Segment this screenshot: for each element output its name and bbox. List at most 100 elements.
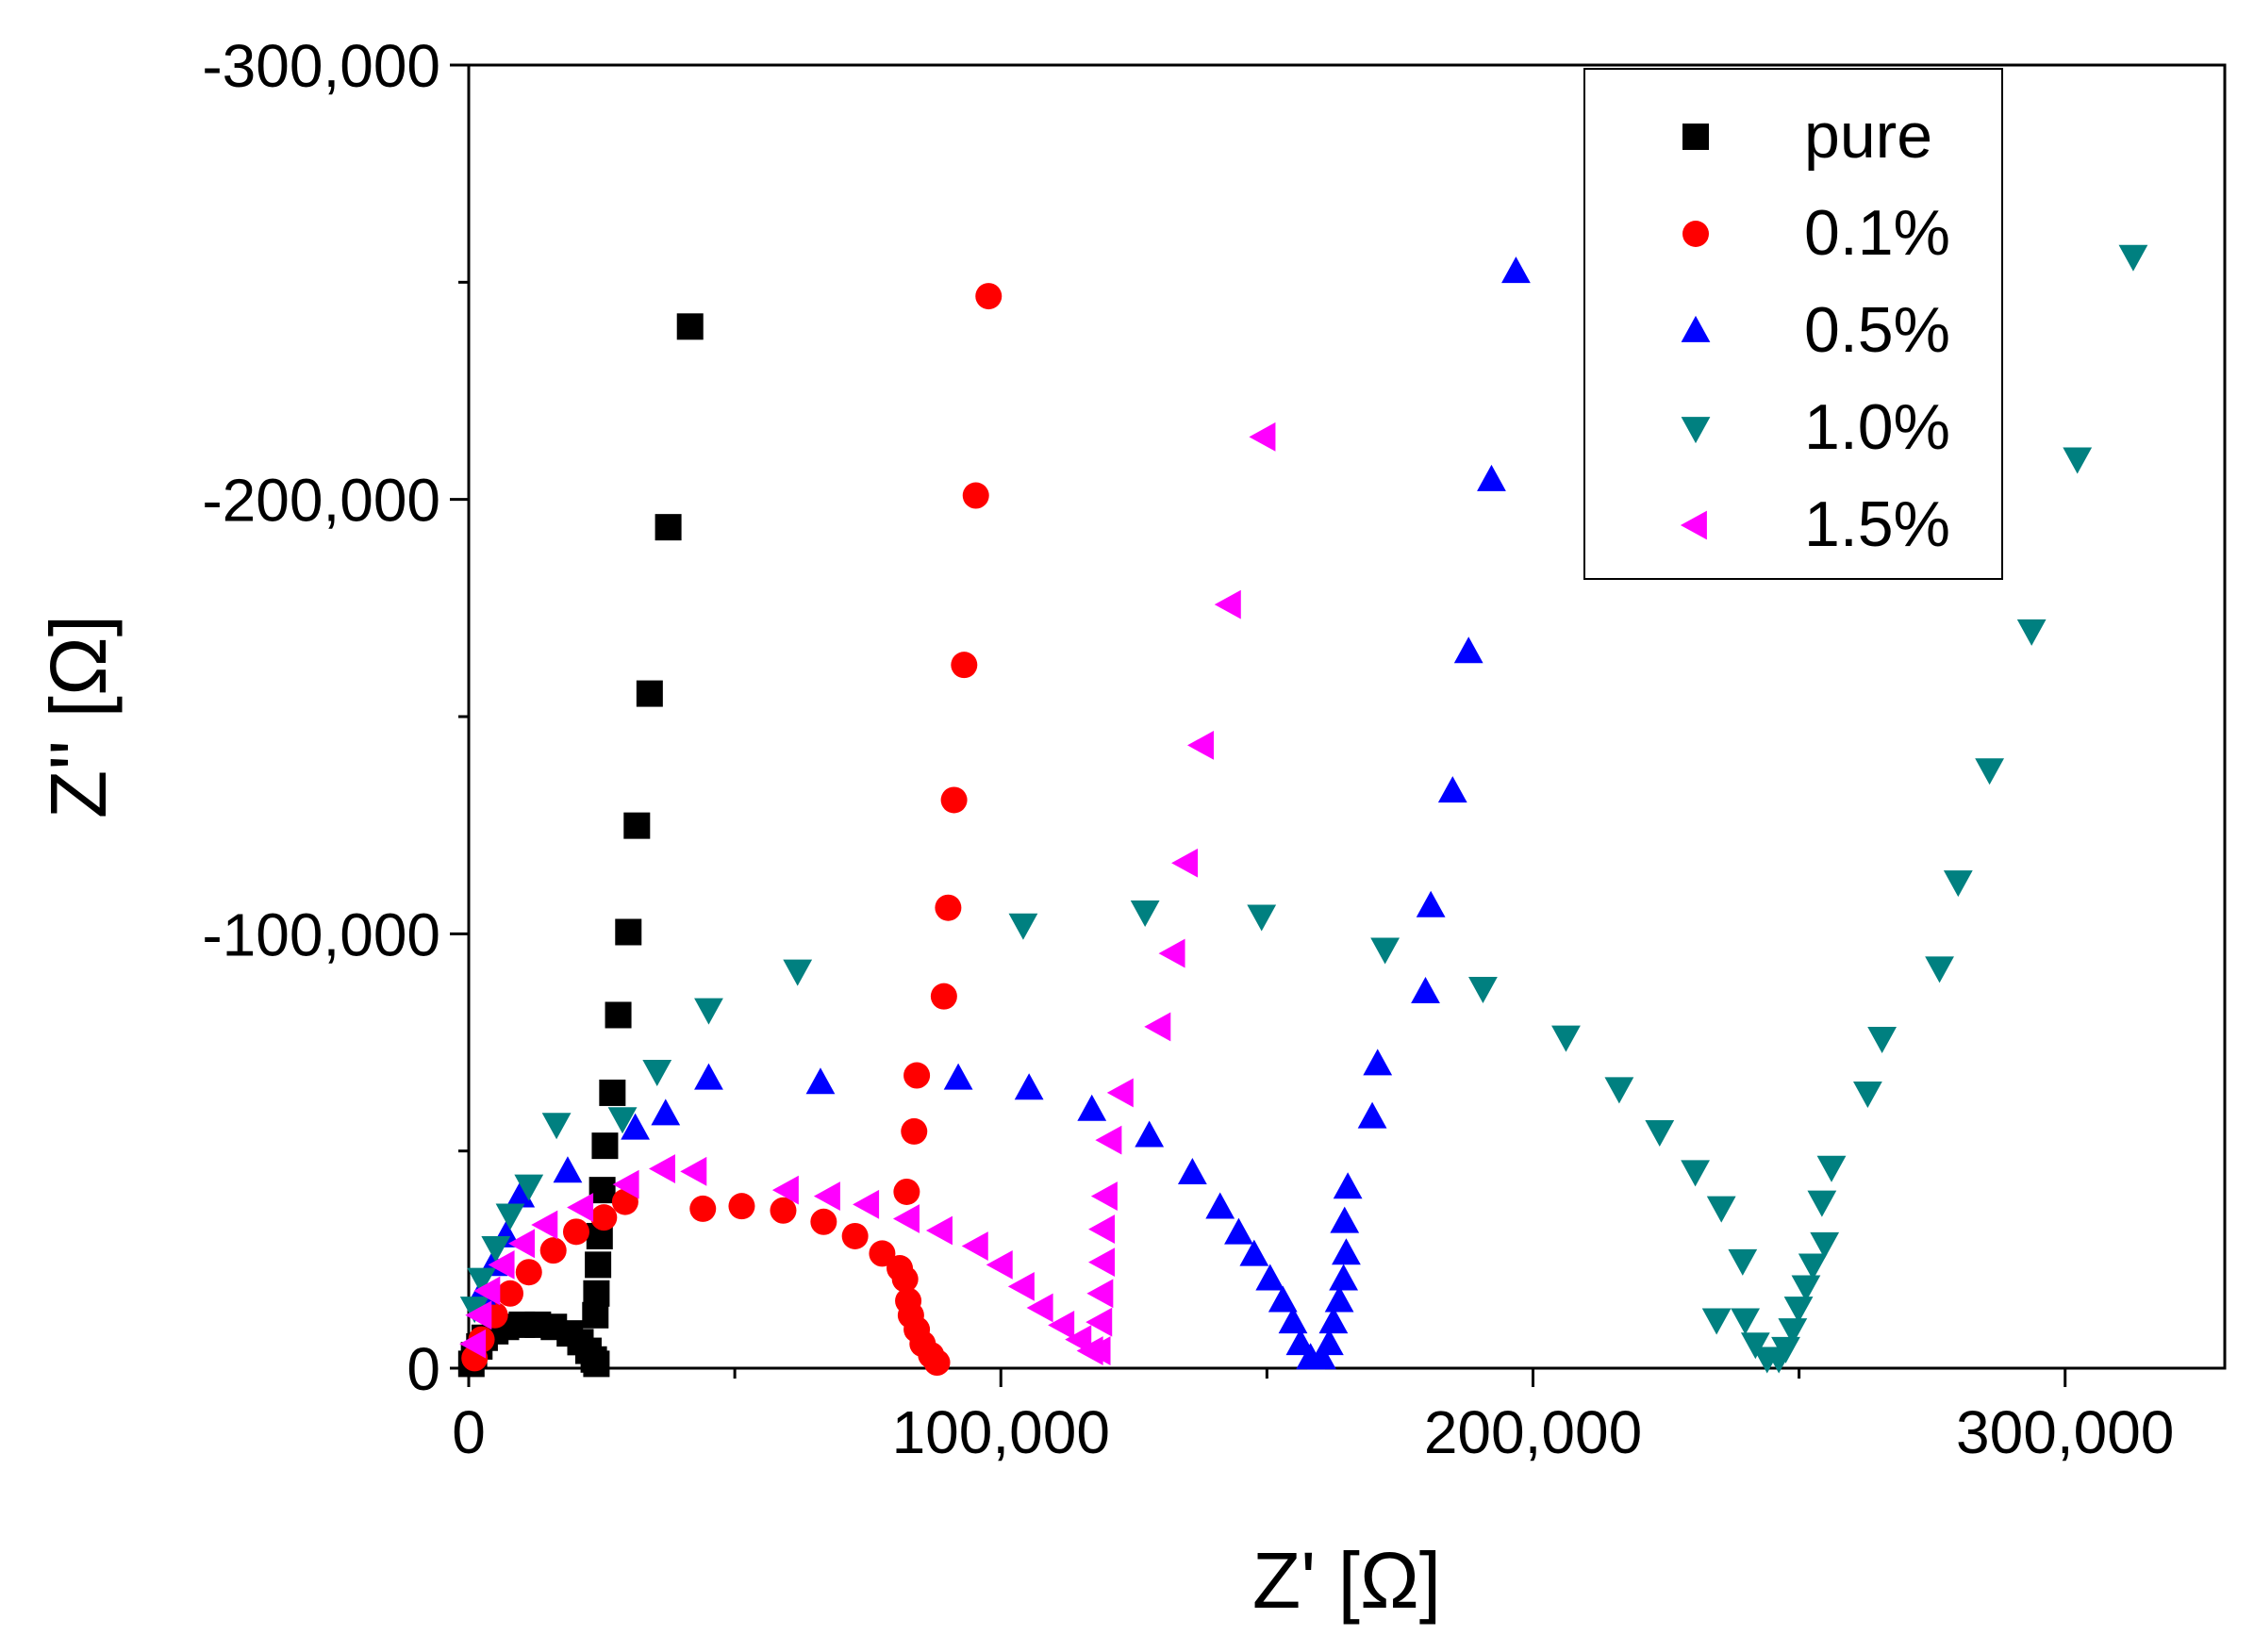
data-point xyxy=(1249,421,1276,452)
data-point xyxy=(585,1251,612,1279)
data-point xyxy=(583,1280,610,1307)
data-point xyxy=(689,1195,717,1222)
x-tick-label: 0 xyxy=(452,1398,486,1466)
series-3 xyxy=(459,244,2148,1374)
x-axis-title: Z' [Ω] xyxy=(1252,1536,1441,1625)
data-point xyxy=(655,514,682,541)
data-point xyxy=(676,313,704,340)
x-tick-label: 200,000 xyxy=(1424,1398,1642,1466)
legend-marker xyxy=(1682,124,1709,150)
data-point xyxy=(1135,1120,1165,1148)
legend: pure 0.1% 0.5% 1.0% 1.5% xyxy=(1583,68,2003,580)
data-point xyxy=(841,1222,869,1249)
data-point xyxy=(805,1067,836,1095)
data-point xyxy=(680,1156,707,1186)
x-tick-label: 100,000 xyxy=(892,1398,1110,1466)
data-point xyxy=(1318,1307,1349,1334)
data-point xyxy=(694,998,723,1025)
data-point xyxy=(1477,464,1506,491)
series-2 xyxy=(467,256,1531,1370)
legend-label: 1.0% xyxy=(1804,391,1950,463)
data-point xyxy=(1867,1026,1898,1053)
data-point xyxy=(1158,938,1185,968)
data-point xyxy=(1411,976,1440,1003)
y-axis-title: Z'' [Ω] xyxy=(34,615,123,818)
data-point xyxy=(1330,1206,1360,1233)
data-point xyxy=(2063,447,2093,474)
data-point xyxy=(590,1204,618,1231)
x-tick-label: 300,000 xyxy=(1956,1398,2174,1466)
data-point xyxy=(1501,256,1531,284)
data-point xyxy=(1007,1271,1035,1301)
data-point xyxy=(1014,1073,1044,1100)
data-point xyxy=(1370,937,1400,965)
data-point xyxy=(488,1249,515,1280)
data-point xyxy=(1333,1172,1363,1199)
data-point xyxy=(1255,1264,1285,1291)
legend-box xyxy=(1583,68,2003,580)
data-point xyxy=(612,1169,639,1199)
data-point xyxy=(459,1329,487,1359)
legend-marker xyxy=(1680,510,1707,540)
data-point xyxy=(611,1188,638,1215)
data-point xyxy=(539,1237,567,1264)
data-point xyxy=(1783,1297,1814,1324)
data-point xyxy=(623,812,651,839)
data-point xyxy=(459,1297,489,1324)
data-point xyxy=(975,283,1003,310)
data-point xyxy=(481,1236,511,1264)
data-point xyxy=(940,786,968,814)
data-point xyxy=(497,1280,524,1307)
data-point xyxy=(1186,731,1214,760)
data-point xyxy=(473,1276,501,1306)
data-point xyxy=(892,1204,920,1233)
data-point xyxy=(651,1099,681,1126)
data-point xyxy=(930,983,957,1010)
data-point xyxy=(1453,636,1483,664)
data-point xyxy=(935,894,962,921)
data-point xyxy=(1090,1181,1118,1211)
legend-marker xyxy=(1681,417,1711,444)
data-point xyxy=(567,1193,594,1222)
data-point xyxy=(951,652,978,679)
data-point xyxy=(1740,1332,1770,1360)
legend-label: 0.1% xyxy=(1804,197,1950,269)
data-point xyxy=(605,1001,632,1029)
data-point xyxy=(2118,244,2148,272)
data-point xyxy=(648,1154,675,1183)
data-point xyxy=(1778,1318,1808,1346)
data-point xyxy=(1224,1217,1253,1245)
data-point xyxy=(1095,1125,1122,1155)
data-point xyxy=(1324,1285,1354,1313)
data-point xyxy=(853,1189,880,1219)
data-point xyxy=(1205,1192,1235,1219)
data-point xyxy=(562,1218,589,1246)
series-4 xyxy=(459,421,1276,1365)
data-point xyxy=(1728,1248,1758,1276)
data-point xyxy=(1807,1190,1837,1217)
y-tick-label: -200,000 xyxy=(202,467,440,535)
data-point xyxy=(925,1215,953,1246)
data-point xyxy=(541,1113,572,1140)
data-point xyxy=(810,1208,837,1235)
y-tick-label: -100,000 xyxy=(202,900,440,968)
data-point xyxy=(607,1107,638,1134)
legend-label: pure xyxy=(1804,100,1932,172)
data-point xyxy=(901,1117,928,1145)
data-point xyxy=(728,1193,755,1220)
data-point xyxy=(1106,1078,1134,1108)
data-point xyxy=(1810,1231,1840,1259)
data-point xyxy=(813,1181,840,1211)
data-point xyxy=(1177,1158,1207,1185)
data-point xyxy=(2016,619,2047,646)
data-point xyxy=(1329,1264,1359,1291)
data-point xyxy=(1171,848,1199,878)
data-point xyxy=(508,1229,536,1259)
data-point xyxy=(1086,1307,1113,1337)
data-point xyxy=(465,1300,492,1330)
data-point xyxy=(1437,776,1467,803)
legend-marker xyxy=(1682,221,1709,247)
data-point xyxy=(1214,589,1241,620)
data-point xyxy=(1268,1285,1298,1313)
